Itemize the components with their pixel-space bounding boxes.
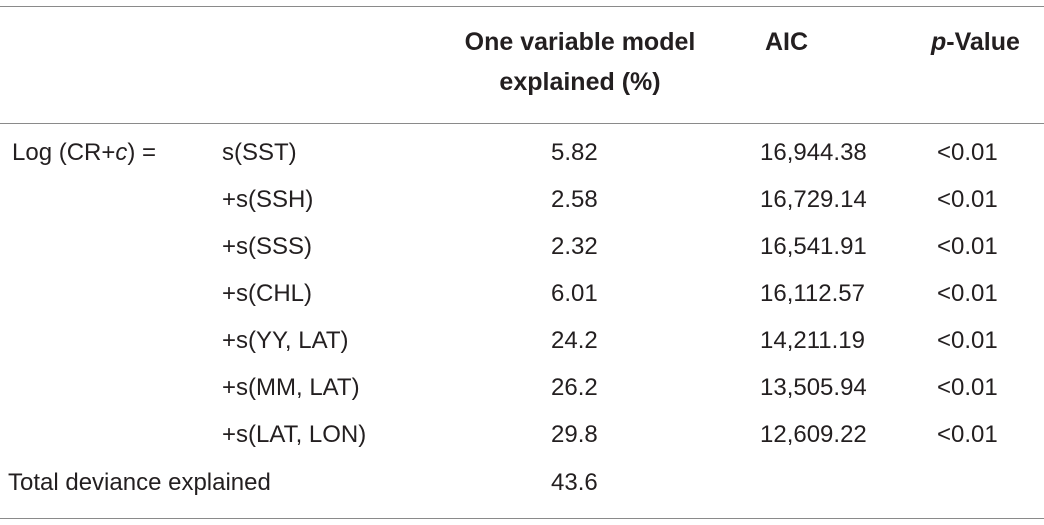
explained-cell: 6.01	[551, 280, 598, 307]
p-value-cell: <0.01	[937, 139, 998, 166]
model-lhs: Log (CR+c) =	[12, 138, 156, 168]
term-cell: +s(CHL)	[222, 280, 313, 307]
p-value-cell: <0.01	[937, 327, 998, 354]
header-p-rest: -Value	[946, 28, 1020, 56]
term-cell: +s(MM, LAT)	[222, 374, 360, 401]
header-explained-line2: explained (%)	[499, 68, 661, 96]
explained-cell: 29.8	[551, 421, 598, 448]
p-value-cell: <0.01	[937, 186, 998, 213]
term-cell: +s(SSS)	[222, 233, 313, 260]
table-bottom-rule	[0, 518, 1044, 519]
explained-cell: 26.2	[551, 374, 598, 401]
explained-cell: 24.2	[551, 327, 598, 354]
explained-cell: 2.58	[551, 186, 598, 213]
header-one-variable-model-explained: One variable model explained (%)	[442, 22, 718, 102]
term-cell: +s(LAT, LON)	[222, 421, 367, 448]
table-header-rule	[0, 123, 1044, 124]
aic-cell: 14,211.19	[760, 327, 865, 354]
aic-cell: 16,944.38	[760, 139, 867, 166]
total-deviance-value: 43.6	[551, 469, 598, 496]
lhs-suffix: ) =	[127, 139, 157, 166]
header-p-italic: p	[931, 28, 947, 56]
table-top-rule	[0, 6, 1044, 7]
header-p-value: p-Value	[931, 22, 1020, 62]
explained-cell: 2.32	[551, 233, 598, 260]
p-value-cell: <0.01	[937, 280, 998, 307]
p-value-cell: <0.01	[937, 233, 998, 260]
lhs-prefix: Log (CR+	[12, 139, 116, 166]
aic-cell: 16,112.57	[760, 280, 865, 307]
aic-cell: 12,609.22	[760, 421, 867, 448]
lhs-var: c	[115, 139, 128, 166]
term-cell: +s(YY, LAT)	[222, 327, 349, 354]
aic-cell: 13,505.94	[760, 374, 867, 401]
header-explained-line1: One variable model	[464, 28, 696, 56]
aic-cell: 16,729.14	[760, 186, 867, 213]
aic-cell: 16,541.91	[760, 233, 867, 260]
p-value-cell: <0.01	[937, 374, 998, 401]
term-cell: +s(SSH)	[222, 186, 314, 213]
p-value-cell: <0.01	[937, 421, 998, 448]
explained-cell: 5.82	[551, 139, 598, 166]
total-deviance-label: Total deviance explained	[8, 469, 271, 496]
header-aic: AIC	[765, 28, 809, 56]
term-cell: s(SST)	[222, 139, 297, 166]
